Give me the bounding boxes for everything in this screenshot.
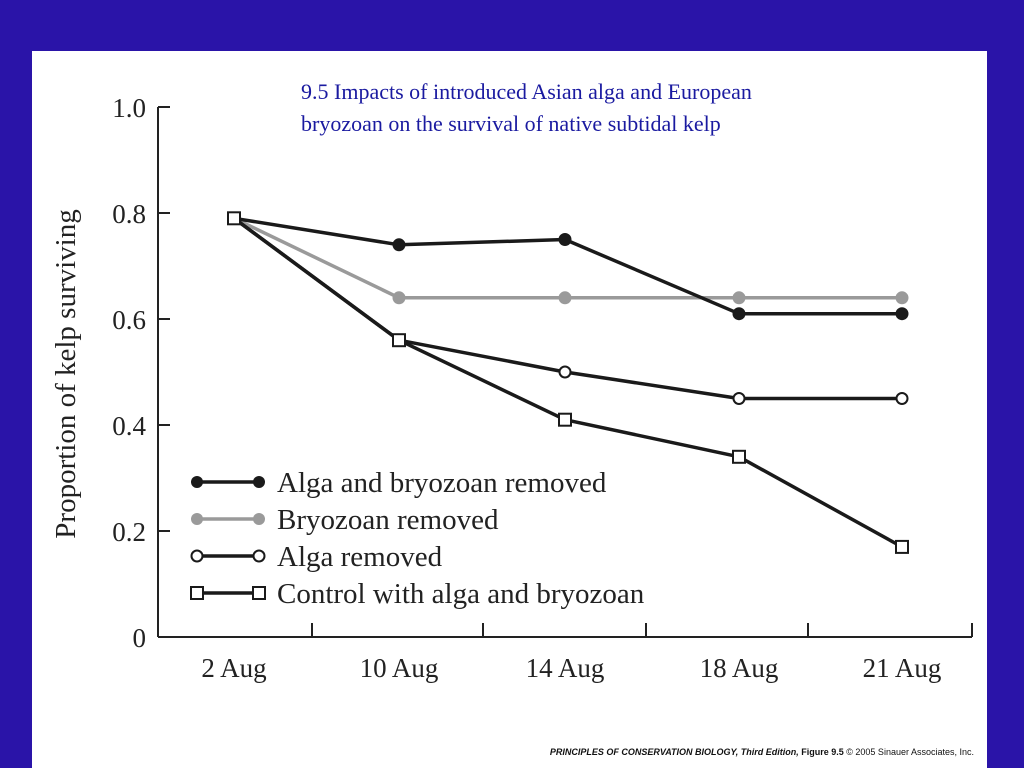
legend-label: Alga and bryozoan removed: [277, 467, 607, 499]
data-point: [895, 539, 909, 554]
legend-marker: [253, 513, 265, 525]
legend-marker: [253, 476, 265, 488]
figure-panel: [32, 51, 987, 768]
figure-number: Figure 9.5: [801, 747, 844, 757]
y-tick-label: 1.0: [112, 93, 146, 123]
y-tick-label: 0: [133, 623, 147, 653]
figure-title: 9.5 Impacts of introduced Asian alga and…: [301, 76, 901, 140]
y-tick-label: 0.6: [112, 305, 146, 335]
y-tick-label: 0.4: [112, 411, 146, 441]
data-point: [392, 333, 406, 348]
data-point: [227, 211, 241, 226]
data-point: [895, 307, 909, 321]
legend-marker: [190, 549, 204, 563]
y-axis-label: Proportion of kelp surviving: [50, 209, 82, 538]
book-title: PRINCIPLES OF CONSERVATION BIOLOGY, Thir…: [549, 747, 799, 757]
legend-marker: [190, 586, 204, 600]
data-point: [732, 291, 746, 305]
title-line-1: 9.5 Impacts of introduced Asian alga and…: [301, 79, 752, 104]
data-point: [392, 238, 406, 252]
y-tick-label: 0.2: [112, 517, 146, 547]
title-line-2: bryozoan on the survival of native subti…: [301, 111, 721, 136]
x-tick-label: 14 Aug: [526, 653, 605, 683]
data-point: [732, 449, 746, 464]
data-point: [558, 365, 572, 379]
x-tick-label: 21 Aug: [863, 653, 942, 683]
legend-marker: [191, 476, 203, 488]
data-point: [558, 233, 572, 246]
x-tick-label: 2 Aug: [201, 653, 266, 683]
data-point: [392, 291, 406, 305]
legend-marker: [252, 549, 266, 563]
data-point: [895, 392, 909, 405]
legend-marker: [191, 513, 203, 525]
data-point: [732, 392, 746, 405]
x-tick-label: 10 Aug: [360, 653, 439, 683]
copyright-text: © 2005 Sinauer Associates, Inc.: [846, 747, 974, 757]
figure-credit: PRINCIPLES OF CONSERVATION BIOLOGY, Thir…: [550, 747, 974, 757]
legend-label: Bryozoan removed: [277, 504, 499, 536]
data-point: [732, 307, 746, 321]
series-line: [233, 216, 902, 300]
legend-marker: [252, 586, 266, 600]
legend-label: Control with alga and bryozoan: [277, 578, 645, 610]
x-tick-label: 18 Aug: [700, 653, 779, 683]
y-tick-label: 0.8: [112, 199, 146, 229]
legend-label: Alga removed: [277, 541, 443, 573]
data-point: [558, 291, 572, 305]
data-point: [558, 412, 572, 427]
data-point: [895, 291, 909, 305]
